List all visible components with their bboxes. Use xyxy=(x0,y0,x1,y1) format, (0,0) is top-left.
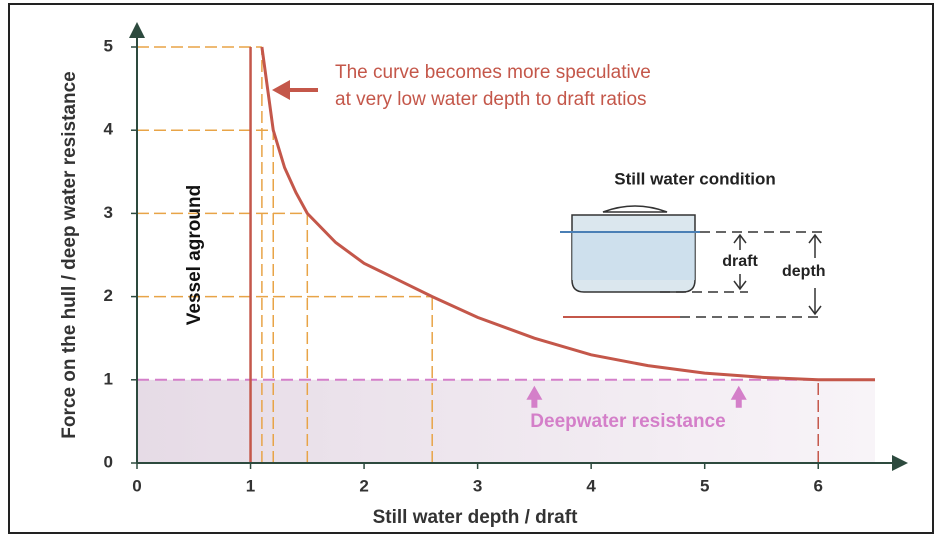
x-tick-label: 1 xyxy=(246,476,255,495)
deck xyxy=(602,205,668,213)
y-tick-label: 0 xyxy=(104,452,113,471)
x-tick-label: 0 xyxy=(132,476,141,495)
annotation-arrow-head xyxy=(272,80,290,100)
x-axis-label: Still water depth / draft xyxy=(373,507,578,528)
dim-arrowheads xyxy=(808,233,822,316)
draft-label: draft xyxy=(722,253,758,270)
frame xyxy=(8,3,934,534)
diagram-title: Still water condition xyxy=(614,169,776,188)
annotation: at very low water depth to draft ratios xyxy=(335,89,647,110)
water xyxy=(572,232,695,280)
deepwater-arrow xyxy=(730,385,747,408)
plot xyxy=(137,46,875,463)
x-tick-label: 2 xyxy=(359,476,368,495)
y-tick-label: 3 xyxy=(104,203,113,222)
deepwater-zone xyxy=(137,379,875,463)
y-tick-label: 5 xyxy=(104,36,113,55)
deepwater-arrow xyxy=(526,385,543,408)
y-tick-label: 4 xyxy=(104,120,114,139)
deepwater-label: Deepwater resistance xyxy=(530,411,725,432)
annotation: The curve becomes more speculative xyxy=(335,62,651,83)
x-tick-label: 4 xyxy=(586,476,596,495)
curve xyxy=(260,46,875,382)
y-tick-label: 2 xyxy=(104,286,113,305)
y-axis-label: Force on the hull / deep water resistanc… xyxy=(59,71,80,438)
x-tick-label: 5 xyxy=(700,476,709,495)
aground-label: Vessel aground xyxy=(184,185,205,325)
y-tick-label: 1 xyxy=(104,369,113,388)
ship-diagram: Still water condition draft depth xyxy=(560,169,826,318)
x-tick-label: 6 xyxy=(813,476,822,495)
depth-label: depth xyxy=(782,263,826,280)
dim-arrowheads xyxy=(733,233,747,291)
x-tick-label: 3 xyxy=(473,476,482,495)
